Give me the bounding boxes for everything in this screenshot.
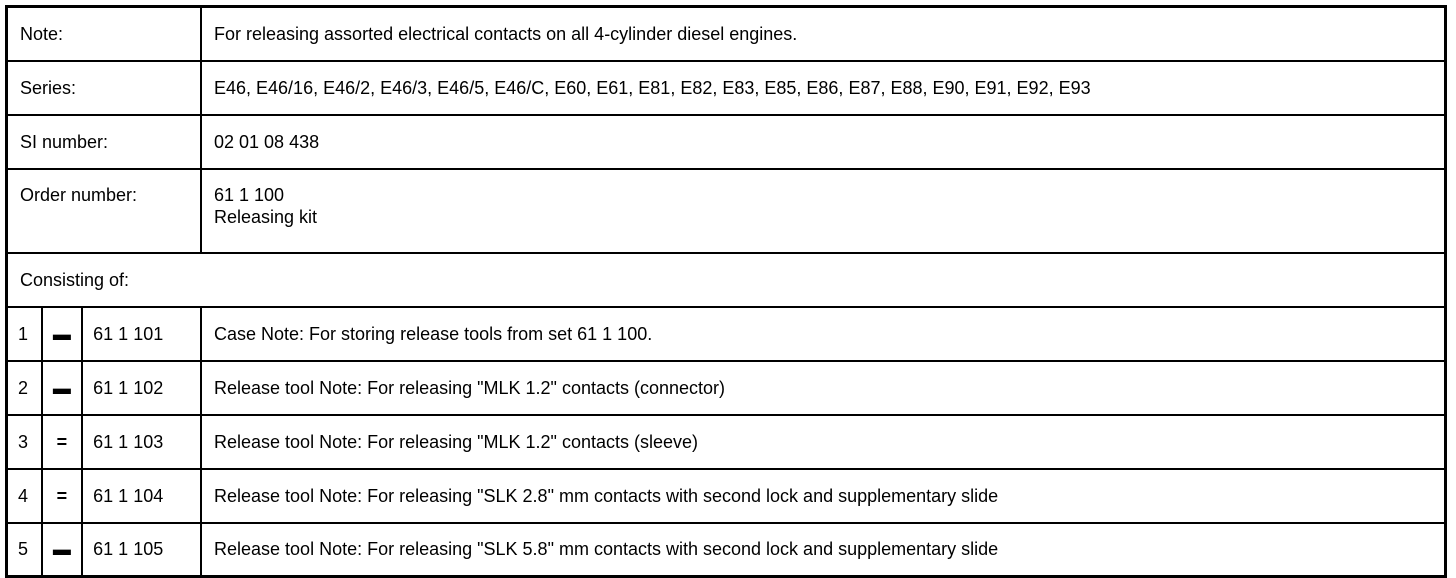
order-name: Releasing kit — [214, 206, 318, 227]
part-number: 61 1 105 — [81, 521, 202, 578]
part-mark: ▬ — [40, 305, 84, 362]
part-number: 61 1 102 — [81, 359, 202, 416]
part-index: 1 — [5, 305, 43, 362]
part-description: Release tool Note: For releasing "SLK 5.… — [200, 521, 1447, 578]
part-mark: = — [40, 467, 84, 524]
part-number: 61 1 101 — [81, 305, 202, 362]
order-number-value: 61 1 100 Releasing kit — [200, 167, 1447, 254]
part-description: Release tool Note: For releasing "MLK 1.… — [200, 413, 1447, 470]
part-index: 3 — [5, 413, 43, 470]
note-value: For releasing assorted electrical contac… — [200, 5, 1447, 62]
tool-info-table: Note: For releasing assorted electrical … — [5, 5, 1447, 578]
part-row: 5 ▬ 61 1 105 Release tool Note: For rele… — [5, 521, 1447, 578]
note-label: Note: — [5, 5, 202, 62]
si-number-value: 02 01 08 438 — [200, 113, 1447, 170]
part-index: 5 — [5, 521, 43, 578]
consisting-row: Consisting of: — [5, 251, 1447, 308]
order-number: 61 1 100 — [214, 184, 285, 205]
part-row: 3 = 61 1 103 Release tool Note: For rele… — [5, 413, 1447, 470]
order-number-row: Order number: 61 1 100 Releasing kit — [5, 167, 1447, 254]
part-description: Case Note: For storing release tools fro… — [200, 305, 1447, 362]
part-mark: = — [40, 413, 84, 470]
series-row: Series: E46, E46/16, E46/2, E46/3, E46/5… — [5, 59, 1447, 116]
part-index: 2 — [5, 359, 43, 416]
part-row: 2 ▬ 61 1 102 Release tool Note: For rele… — [5, 359, 1447, 416]
part-row: 1 ▬ 61 1 101 Case Note: For storing rele… — [5, 305, 1447, 362]
si-number-row: SI number: 02 01 08 438 — [5, 113, 1447, 170]
part-mark: ▬ — [40, 521, 84, 578]
si-number-label: SI number: — [5, 113, 202, 170]
part-description: Release tool Note: For releasing "MLK 1.… — [200, 359, 1447, 416]
part-row: 4 = 61 1 104 Release tool Note: For rele… — [5, 467, 1447, 524]
order-number-label: Order number: — [5, 167, 202, 254]
part-description: Release tool Note: For releasing "SLK 2.… — [200, 467, 1447, 524]
part-mark: ▬ — [40, 359, 84, 416]
series-label: Series: — [5, 59, 202, 116]
part-number: 61 1 103 — [81, 413, 202, 470]
part-index: 4 — [5, 467, 43, 524]
consisting-label: Consisting of: — [5, 251, 1447, 308]
part-number: 61 1 104 — [81, 467, 202, 524]
series-value: E46, E46/16, E46/2, E46/3, E46/5, E46/C,… — [200, 59, 1447, 116]
note-row: Note: For releasing assorted electrical … — [5, 5, 1447, 62]
